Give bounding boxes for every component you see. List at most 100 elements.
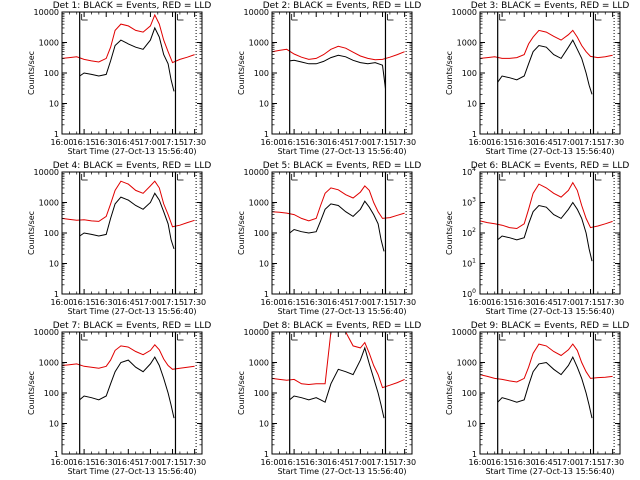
x-tick-label: 16:15: [491, 298, 514, 307]
y-tick-label: 100: [462, 389, 477, 398]
y-tick-label: 1000: [39, 39, 59, 48]
x-tick-label: 16:15: [283, 138, 306, 147]
plot-area: [62, 344, 195, 419]
chart-panel-5: Det 5: BLACK = Events, RED = LLD 1 10 100 10…: [237, 161, 421, 316]
y-tick-label: 103: [462, 197, 476, 208]
x-tick-label: 16:45: [117, 458, 140, 467]
x-axis-label: Start Time (27-Oct-13 15:56:40): [67, 147, 196, 156]
y-tick-label: 10000: [244, 8, 269, 17]
y-tick-label: 10: [259, 420, 269, 429]
x-tick-label: 17:15: [579, 138, 602, 147]
events-series-line: [289, 200, 385, 252]
events-series-line: [79, 356, 175, 419]
x-tick-label: 16:00: [50, 458, 73, 467]
x-tick-label: 17:15: [161, 298, 184, 307]
x-axis-label: Start Time (27-Oct-13 15:56:40): [485, 307, 614, 316]
x-tick-label: 16:15: [491, 138, 514, 147]
x-tick-label: 16:00: [468, 458, 491, 467]
chart-panel-4: Det 4: BLACK = Events, RED = LLD 1 10 100 10…: [27, 161, 211, 316]
lld-series-line: [480, 29, 613, 59]
y-tick-label: 102: [462, 227, 476, 238]
panel-title: Det 7: BLACK = Events, RED = LLD: [53, 321, 212, 331]
x-tick-label: 16:00: [260, 298, 283, 307]
x-axis-label: Start Time (27-Oct-13 15:56:40): [485, 147, 614, 156]
axes-frame: [479, 11, 621, 135]
x-tick-label: 16:15: [73, 298, 96, 307]
x-tick-label: 16:45: [117, 138, 140, 147]
y-axis-label: Counts/sec: [237, 211, 246, 255]
x-tick-label: 16:15: [283, 298, 306, 307]
x-tick-label: 17:30: [601, 298, 624, 307]
axes-frame: [61, 331, 203, 455]
x-tick-label: 17:00: [349, 458, 372, 467]
plot-area: [62, 13, 195, 92]
x-tick-label: 17:15: [371, 458, 394, 467]
x-axis-label: Start Time (27-Oct-13 15:56:40): [277, 467, 406, 476]
x-tick-label: 16:30: [513, 458, 536, 467]
panel-title: Det 2: BLACK = Events, RED = LLD: [263, 1, 422, 11]
y-tick-label: 1000: [39, 199, 59, 208]
y-tick-label: 1000: [249, 359, 269, 368]
x-tick-label: 17:30: [183, 298, 206, 307]
y-tick-label: 100: [44, 69, 59, 78]
y-tick-label: 1: [264, 290, 269, 299]
plot-area: [62, 180, 195, 250]
plot-area: [480, 343, 613, 419]
y-tick-label: 10: [467, 420, 477, 429]
x-tick-label: 17:30: [601, 138, 624, 147]
x-tick-label: 17:00: [139, 298, 162, 307]
y-tick-label: 10000: [244, 328, 269, 337]
chart-panel-2: Det 2: BLACK = Events, RED = LLD 1 10 100 10…: [237, 1, 421, 156]
plot-area: [272, 45, 405, 89]
plot-area: [480, 29, 613, 95]
x-tick-label: 16:30: [305, 138, 328, 147]
x-tick-label: 16:00: [468, 298, 491, 307]
y-axis-label: Counts/sec: [445, 51, 454, 95]
y-tick-label: 100: [254, 229, 269, 238]
x-tick-label: 17:15: [579, 458, 602, 467]
x-tick-label: 16:45: [535, 298, 558, 307]
panel-title: Det 8: BLACK = Events, RED = LLD: [263, 321, 422, 331]
axes-frame: [271, 171, 413, 295]
events-series-line: [289, 346, 385, 419]
axes-frame: [61, 171, 203, 295]
x-tick-label: 17:30: [183, 138, 206, 147]
x-tick-label: 16:00: [50, 138, 73, 147]
y-axis-label: Counts/sec: [445, 371, 454, 415]
y-tick-label: 10000: [452, 328, 477, 337]
x-tick-label: 17:15: [161, 138, 184, 147]
x-tick-label: 17:30: [183, 458, 206, 467]
lld-series-line: [272, 332, 405, 389]
x-tick-label: 16:15: [73, 458, 96, 467]
x-axis-label: Start Time (27-Oct-13 15:56:40): [277, 307, 406, 316]
y-axis-label: Counts/sec: [237, 371, 246, 415]
x-tick-label: 16:45: [535, 138, 558, 147]
y-tick-label: 10: [467, 100, 477, 109]
axes-frame: [271, 11, 413, 135]
events-series-line: [79, 26, 175, 92]
y-axis-label: Counts/sec: [27, 371, 36, 415]
lld-series-line: [272, 185, 405, 222]
x-tick-label: 17:00: [557, 298, 580, 307]
events-series-line: [497, 201, 593, 262]
x-tick-label: 17:30: [601, 458, 624, 467]
x-tick-label: 16:30: [305, 298, 328, 307]
y-tick-label: 1: [264, 130, 269, 139]
x-tick-label: 16:45: [117, 298, 140, 307]
x-tick-label: 16:45: [327, 138, 350, 147]
x-tick-label: 16:45: [327, 458, 350, 467]
x-tick-label: 17:15: [579, 298, 602, 307]
panel-title: Det 3: BLACK = Events, RED = LLD: [471, 1, 630, 11]
x-tick-label: 16:00: [468, 138, 491, 147]
y-axis-label: Counts/sec: [27, 51, 36, 95]
x-tick-label: 16:30: [95, 138, 118, 147]
plot-area: [272, 332, 405, 419]
lld-series-line: [62, 344, 195, 370]
y-tick-label: 1: [472, 450, 477, 459]
x-tick-label: 17:15: [371, 298, 394, 307]
x-tick-label: 17:30: [393, 298, 416, 307]
y-tick-label: 100: [254, 389, 269, 398]
x-tick-label: 17:15: [371, 138, 394, 147]
x-tick-label: 16:15: [73, 138, 96, 147]
panel-title: Det 6: BLACK = Events, RED = LLD: [471, 161, 630, 171]
